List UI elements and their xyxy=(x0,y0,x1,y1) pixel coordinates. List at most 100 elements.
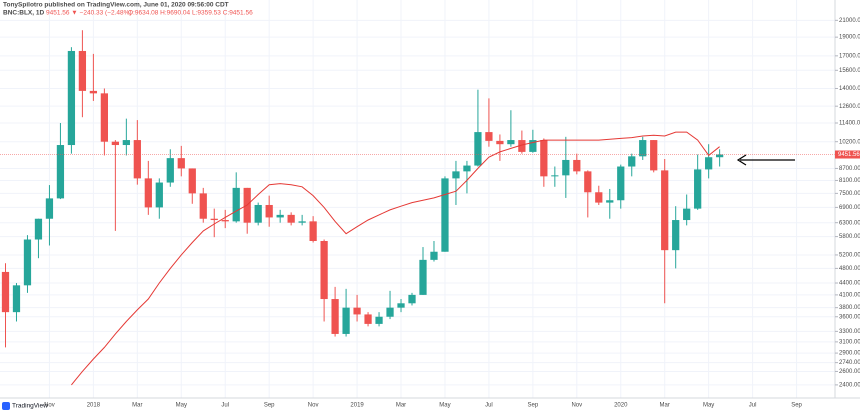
candle-body xyxy=(320,240,328,300)
candle-body xyxy=(67,50,76,146)
x-tick-label: Jul xyxy=(485,403,493,409)
y-tick-label: 4800.00 xyxy=(839,266,860,272)
candle-body xyxy=(529,140,537,152)
candle-body xyxy=(595,192,603,203)
y-tick-label: 21000.00 xyxy=(839,18,860,24)
x-tick-label: Sep xyxy=(528,403,539,409)
candle-body xyxy=(12,285,21,313)
moving-average xyxy=(71,131,720,386)
candle-body xyxy=(650,140,658,171)
candle-body xyxy=(716,154,724,158)
y-tick-label: 7500.00 xyxy=(839,191,860,197)
candle-body xyxy=(364,314,372,324)
y-tick-label: 6300.00 xyxy=(839,220,860,226)
y-tick-label: 14000.00 xyxy=(839,86,860,92)
y-tick-label: 3800.00 xyxy=(839,305,860,311)
candle-body xyxy=(562,159,570,176)
candle-body xyxy=(188,168,196,194)
y-tick-label: 3100.00 xyxy=(839,339,860,345)
x-tick-label: Jul xyxy=(221,403,229,409)
x-tick-label: Jul xyxy=(749,403,757,409)
last-price-label: 9451.56 xyxy=(838,152,860,158)
candle-body xyxy=(661,170,669,251)
candle-body xyxy=(309,221,317,241)
y-tick-label: 4400.00 xyxy=(839,281,860,287)
candle-body xyxy=(397,303,405,308)
y-tick-label: 11400.00 xyxy=(839,121,860,127)
brand: TradingView xyxy=(12,403,48,410)
candle-body xyxy=(452,171,460,179)
candle-body xyxy=(78,50,87,91)
candle-body xyxy=(1,271,10,313)
candle-body xyxy=(584,171,592,193)
candle-body xyxy=(100,93,109,142)
footer-bg xyxy=(0,399,860,412)
candle-body xyxy=(122,140,130,146)
candle-body xyxy=(254,204,262,223)
candle-body xyxy=(221,220,229,222)
y-tick-label: 2600.00 xyxy=(839,369,860,375)
ohlc: O:9634.08 H:9690.04 L:9359.53 C:9451.56 xyxy=(128,10,253,17)
candle-body xyxy=(276,214,284,218)
candle-body xyxy=(298,221,306,223)
brand-logo xyxy=(2,402,10,410)
x-tick-label: May xyxy=(439,403,450,409)
candle-body xyxy=(56,145,65,199)
candle-body xyxy=(177,158,185,169)
candle-body xyxy=(45,198,54,219)
candle-body xyxy=(265,204,273,218)
candle-body xyxy=(23,239,32,286)
candle-body xyxy=(485,132,493,141)
candle-body xyxy=(441,178,449,252)
y-tick-label: 8700.00 xyxy=(839,166,860,172)
y-tick-label: 4100.00 xyxy=(839,292,860,298)
candle-body xyxy=(232,187,240,222)
y-tick-label: 2400.00 xyxy=(839,382,860,388)
y-tick-label: 5200.00 xyxy=(839,253,860,259)
x-tick-label: Mar xyxy=(660,403,670,409)
candle-body xyxy=(474,132,482,166)
x-tick-label: May xyxy=(176,403,187,409)
candle-body xyxy=(331,299,339,334)
y-tick-label: 15600.00 xyxy=(839,68,860,74)
x-tick-label: Nov xyxy=(308,403,319,409)
chart-title: TonySpilotro published on TradingView.co… xyxy=(3,2,229,9)
candle-body xyxy=(386,307,394,317)
candle-body xyxy=(507,140,515,145)
y-tick-label: 8100.00 xyxy=(839,178,860,184)
annotation-arrow xyxy=(736,154,795,166)
candle-body xyxy=(617,166,625,201)
candle-body xyxy=(287,214,295,223)
x-tick-label: 2018 xyxy=(87,403,101,409)
x-tick-label: Nov xyxy=(571,403,582,409)
x-tick-label: Mar xyxy=(132,403,142,409)
candle-body xyxy=(111,141,119,146)
candle-body xyxy=(551,175,559,177)
candle-body xyxy=(639,140,647,157)
candle-body xyxy=(408,294,416,304)
candle-body xyxy=(705,157,713,170)
candle-body xyxy=(672,220,680,251)
last-price-tag xyxy=(835,150,860,159)
candle-body xyxy=(694,169,702,209)
y-tick-label: 2740.00 xyxy=(839,360,860,366)
y-tick-label: 19000.00 xyxy=(839,35,860,41)
candle-body xyxy=(155,182,163,208)
x-tick-label: Sep xyxy=(264,403,275,409)
y-tick-label: 3600.00 xyxy=(839,314,860,320)
candle-body xyxy=(353,307,361,315)
y-tick-label: 12600.00 xyxy=(839,104,860,110)
candle-body xyxy=(342,307,350,334)
candle-body xyxy=(199,193,207,219)
y-tick-label: 5800.00 xyxy=(839,234,860,240)
candle-body xyxy=(89,90,98,94)
candle-body xyxy=(34,218,43,240)
plot-area xyxy=(0,0,835,398)
candle-body xyxy=(628,156,636,167)
y-tick-label: 17000.00 xyxy=(839,53,860,59)
candle-body xyxy=(133,140,141,179)
y-tick-label: 2900.00 xyxy=(839,351,860,357)
x-tick-label: Sep xyxy=(791,403,802,409)
